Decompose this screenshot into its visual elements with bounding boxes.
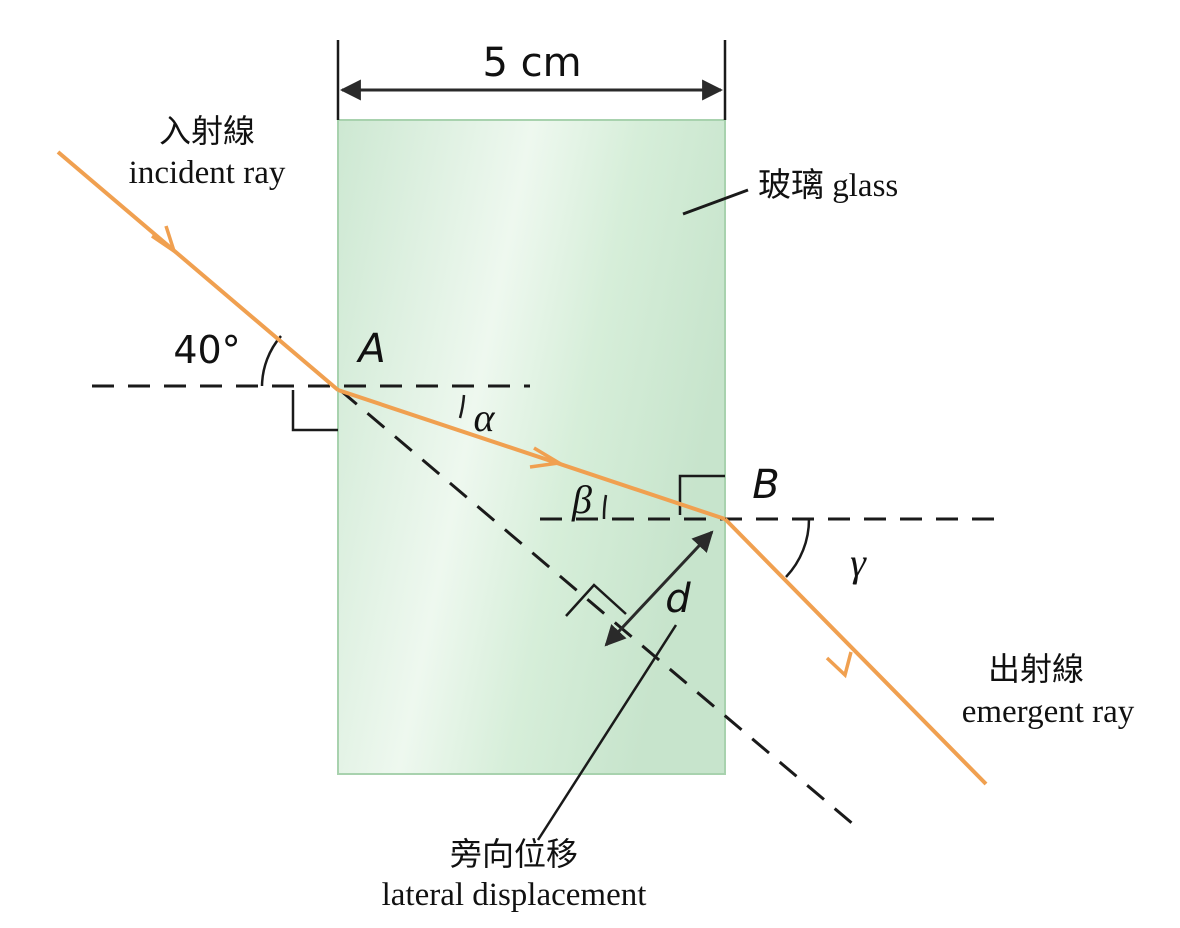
angle-arc-beta xyxy=(602,494,608,520)
glass-leader-line xyxy=(682,188,749,216)
incident-ray xyxy=(56,150,340,392)
angle-arc-gamma xyxy=(785,518,811,578)
emergent-ray xyxy=(723,517,988,786)
glass-block xyxy=(337,119,726,775)
glass-label: 玻璃 glass xyxy=(758,167,898,204)
d-label: d xyxy=(665,576,691,622)
incident-ray-arrow xyxy=(151,225,178,256)
incident-extension-line xyxy=(339,388,861,832)
refracted-ray xyxy=(337,388,726,521)
emergent-zh-label: 出射線 xyxy=(988,651,1084,687)
lateral-zh-label: 旁向位移 xyxy=(450,836,578,872)
incident-en-label: incident ray xyxy=(129,155,286,191)
width-label: 5 cm xyxy=(482,40,581,86)
point-b-label: B xyxy=(752,462,779,508)
incident-zh-label: 入射線 xyxy=(159,113,255,149)
lateral-en-label: lateral displacement xyxy=(382,877,647,913)
lateral-displacement-arrow xyxy=(604,530,714,647)
angle-40-label: 40° xyxy=(173,328,240,372)
right-angle-marker-a xyxy=(291,390,338,432)
angle-arc-incidence xyxy=(260,335,282,387)
alpha-label: α xyxy=(474,395,496,440)
beta-label: β xyxy=(571,477,592,522)
emergent-ray-arrow xyxy=(825,651,853,679)
lateral-leader-line xyxy=(536,624,678,841)
gamma-label: γ xyxy=(850,540,867,585)
point-a-label: A xyxy=(355,326,385,372)
angle-arc-alpha xyxy=(458,394,466,419)
refracted-ray-arrow xyxy=(529,446,565,469)
emergent-en-label: emergent ray xyxy=(962,694,1135,730)
